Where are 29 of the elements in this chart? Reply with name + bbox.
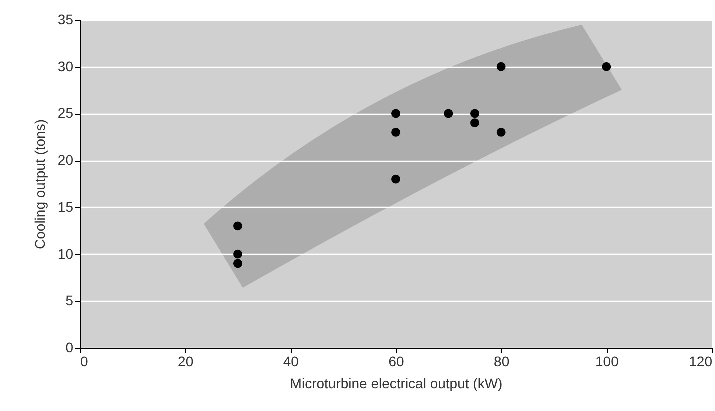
x-tick-label: 60 xyxy=(388,354,404,370)
point xyxy=(392,128,400,137)
point xyxy=(234,222,242,231)
y-tick-label: 35 xyxy=(58,12,74,28)
point xyxy=(234,259,242,268)
point xyxy=(470,109,480,118)
y-tick-label: 0 xyxy=(66,340,74,356)
point xyxy=(496,128,506,137)
y-tick-label: 10 xyxy=(58,246,74,262)
point xyxy=(234,250,242,259)
x-tick-label: 120 xyxy=(689,354,713,370)
x-tick-label: 0 xyxy=(80,354,88,370)
point xyxy=(392,109,400,118)
x-tick-label: 20 xyxy=(178,354,194,370)
x-tick-label: 100 xyxy=(595,354,620,370)
y-axis-title: Cooling output (tons) xyxy=(32,120,48,250)
x-axis-title: Microturbine electrical output (kW) xyxy=(290,376,503,392)
point xyxy=(602,62,612,72)
point xyxy=(392,174,400,184)
y-tick-label: 5 xyxy=(66,292,74,309)
x-tick-label: 80 xyxy=(494,354,510,370)
y-tick-label: 25 xyxy=(58,105,74,122)
point xyxy=(496,62,506,72)
point xyxy=(470,118,480,128)
y-tick-label: 15 xyxy=(58,198,74,215)
y-tick-label: 20 xyxy=(58,152,74,168)
point xyxy=(444,109,454,118)
x-tick-label: 40 xyxy=(283,354,300,370)
y-tick-label: 30 xyxy=(58,58,74,74)
